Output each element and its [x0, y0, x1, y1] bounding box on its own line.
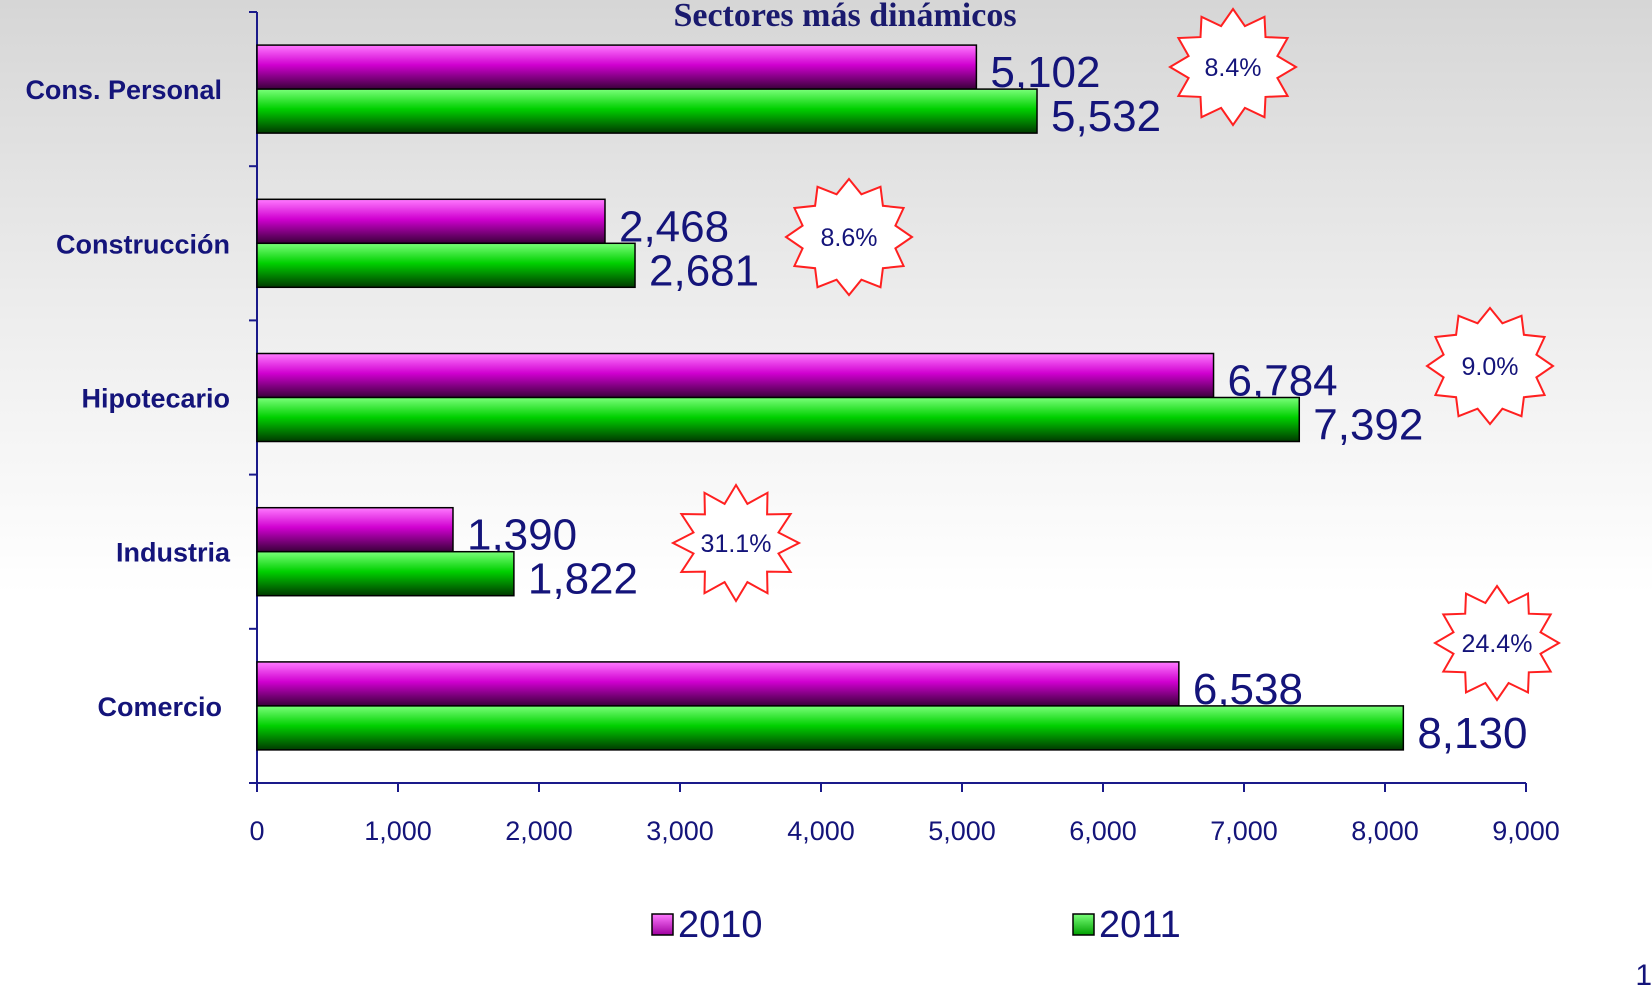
category-label: Comercio [97, 692, 222, 722]
category-label: Construcción [56, 229, 230, 259]
growth-starburst [670, 483, 802, 603]
growth-starburst [1425, 306, 1555, 426]
data-label-2011: 5,532 [1051, 92, 1161, 141]
legend-swatch-2010 [651, 913, 674, 936]
page-number: 1 [1635, 959, 1652, 990]
data-label-2011: 2,681 [649, 246, 759, 295]
data-label-2011: 7,392 [1313, 401, 1423, 450]
bar-2011 [256, 88, 1038, 134]
x-tick-label: 8,000 [1351, 816, 1419, 846]
x-tick-label: 3,000 [646, 816, 714, 846]
data-label-2010: 2,468 [619, 202, 729, 251]
growth-starburst [1433, 584, 1561, 702]
bar-2010 [256, 506, 454, 553]
growth-label: 8.6% [821, 224, 878, 252]
x-tick-label: 0 [249, 816, 264, 846]
category-label: Industria [116, 538, 231, 568]
bar-2010 [256, 198, 606, 245]
x-tick-label: 2,000 [505, 816, 573, 846]
legend: 2010 2011 [651, 904, 1181, 946]
x-tick-label: 1,000 [364, 816, 432, 846]
growth-bursts: 8.4% 8.6% 9.0% 31.1% 24.4% [670, 7, 1561, 702]
growth-label: 9.0% [1462, 353, 1519, 381]
x-tick-label: 6,000 [1069, 816, 1137, 846]
category-label: Cons. Personal [25, 75, 222, 105]
growth-starburst [1168, 7, 1298, 127]
x-tick-label: 4,000 [787, 816, 855, 846]
data-label-2011: 1,822 [528, 555, 638, 604]
bar-2011 [256, 705, 1405, 751]
growth-starburst [784, 177, 914, 297]
bar-2010 [256, 661, 1180, 707]
legend-swatch-2011 [1072, 913, 1095, 936]
axes: 0 1,000 2,000 3,000 4,000 5,000 6,000 7,000 8,00… [25, 11, 1560, 846]
growth-label: 8.4% [1205, 54, 1262, 82]
data-label-2011: 8,130 [1417, 709, 1527, 758]
bar-2010 [256, 352, 1215, 399]
bar-2010 [256, 44, 978, 90]
x-tick-label: 5,000 [928, 816, 996, 846]
bar-2011 [256, 396, 1301, 443]
x-tick-label: 9,000 [1492, 816, 1560, 846]
x-tick-label: 7,000 [1210, 816, 1278, 846]
category-label: Hipotecario [81, 384, 230, 414]
growth-label: 24.4% [1462, 630, 1533, 658]
bar-2011 [256, 242, 636, 289]
bar-2011 [256, 550, 515, 597]
chart-title: Sectores más dinámicos [673, 0, 1016, 34]
growth-label: 31.1% [701, 530, 772, 558]
legend-label-2010: 2010 [678, 904, 763, 946]
legend-label-2011: 2011 [1099, 904, 1181, 946]
bars: 5,1025,5322,4682,6816,7847,3921,3901,822… [256, 44, 1527, 758]
